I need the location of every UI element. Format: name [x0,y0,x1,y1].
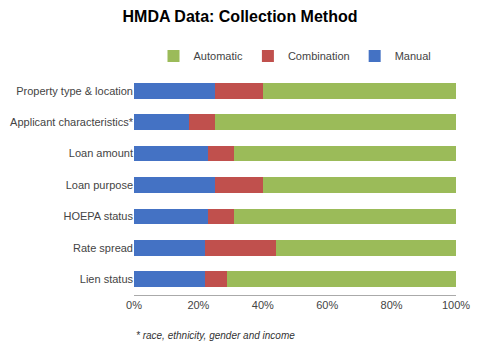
svg-text:Combination: Combination [288,50,350,62]
svg-text:Lien status: Lien status [80,273,134,285]
svg-text:Automatic: Automatic [194,50,243,62]
svg-text:Property type & location: Property type & location [16,85,133,97]
svg-text:60%: 60% [316,299,338,311]
svg-text:* race, ethnicity, gender and: * race, ethnicity, gender and income [136,330,295,341]
svg-text:40%: 40% [252,299,274,311]
svg-text:Manual: Manual [395,50,431,62]
svg-text:Rate spread: Rate spread [73,242,133,254]
svg-text:HMDA Data: Collection Method: HMDA Data: Collection Method [123,8,358,25]
svg-text:100%: 100% [442,299,470,311]
svg-text:Loan purpose: Loan purpose [66,179,133,191]
svg-text:HOEPA status: HOEPA status [64,210,134,222]
svg-text:80%: 80% [381,299,403,311]
svg-text:20%: 20% [187,299,209,311]
svg-text:0%: 0% [126,299,142,311]
svg-text:Applicant characteristics*: Applicant characteristics* [10,116,134,128]
svg-text:Loan amount: Loan amount [69,147,133,159]
